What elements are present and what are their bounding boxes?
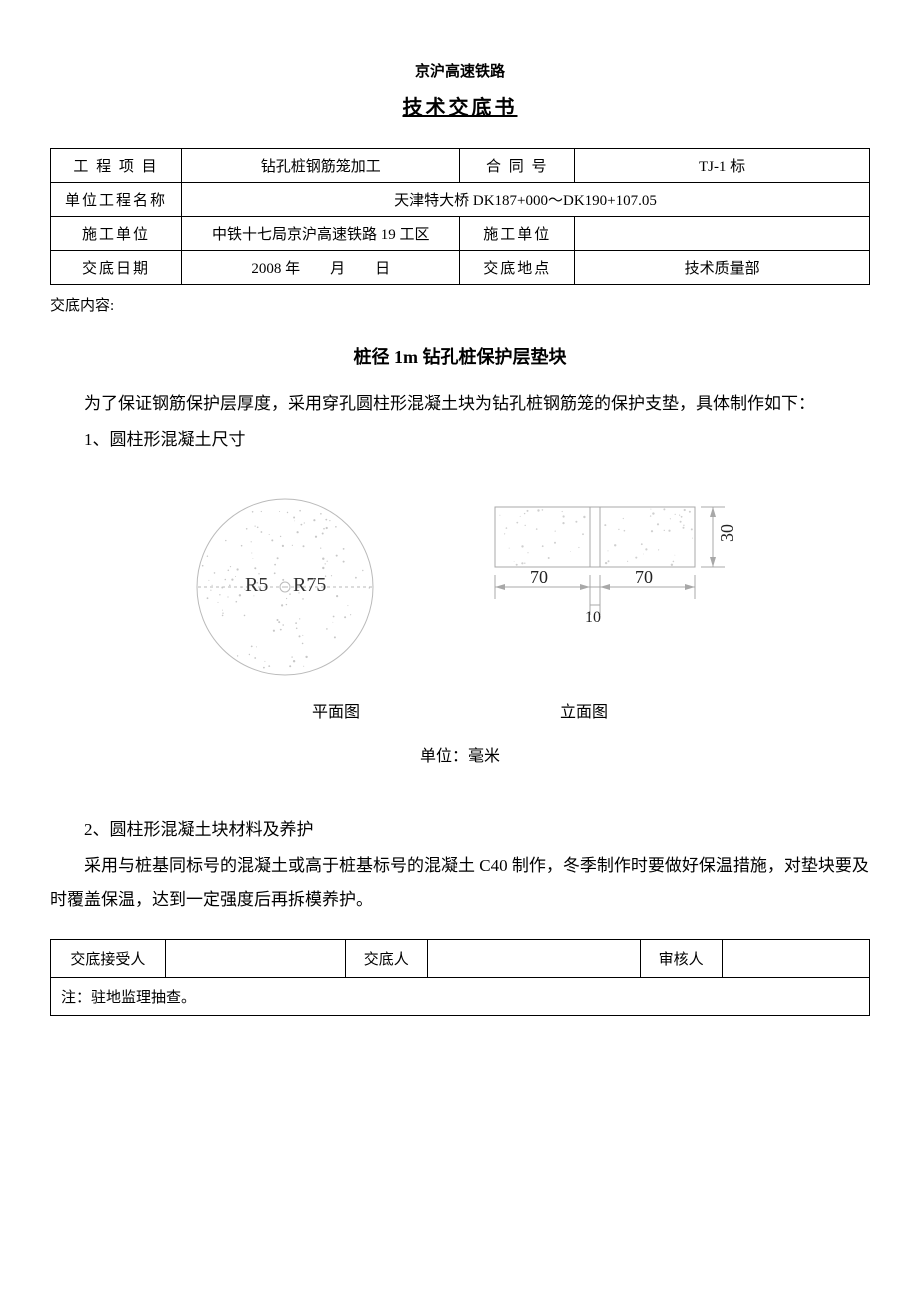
elev-dim-30: 30 (717, 524, 737, 542)
plan-caption: 平面图 (312, 697, 360, 729)
content-heading: 交底内容: (50, 291, 870, 321)
signoff-table: 交底接受人 交底人 审核人 (50, 939, 870, 978)
unit-line: 单位：毫米 (50, 741, 870, 773)
elevation-view-diagram: 70 70 10 30 (475, 487, 745, 647)
item-1: 1、圆柱形混凝土尺寸 (50, 423, 870, 457)
value-place: 技术质量部 (575, 251, 870, 285)
plan-r75-label: R75 (293, 574, 326, 596)
label-date: 交底日期 (51, 251, 182, 285)
paragraph-1: 为了保证钢筋保护层厚度，采用穿孔圆柱形混凝土块为钻孔桩钢筋笼的保护支垫，具体制作… (50, 387, 870, 421)
elev-dim-10: 10 (585, 609, 601, 626)
content-block: 交底内容: 桩径 1m 钻孔桩保护层垫块 为了保证钢筋保护层厚度，采用穿孔圆柱形… (50, 291, 870, 917)
label-project: 工 程 项 目 (51, 149, 182, 183)
paragraph-2: 采用与桩基同标号的混凝土或高于桩基标号的混凝土 C40 制作，冬季制作时要做好保… (50, 849, 870, 917)
value-reviewer (722, 940, 869, 978)
footer-note: 注：驻地监理抽查。 (50, 978, 870, 1016)
label-construction-unit2: 施工单位 (460, 217, 575, 251)
plan-view-diagram: R5 R75 (175, 487, 395, 687)
item-2: 2、圆柱形混凝土块材料及养护 (50, 813, 870, 847)
value-unit-project: 天津特大桥 DK187+000～DK190+107.05 (182, 183, 870, 217)
elevation-caption: 立面图 (560, 697, 608, 729)
diagram-row: R5 R75 70 70 10 (50, 487, 870, 687)
info-table: 工 程 项 目 钻孔桩钢筋笼加工 合 同 号 TJ-1 标 单位工程名称 天津特… (50, 148, 870, 285)
label-contract: 合 同 号 (460, 149, 575, 183)
label-unit-project: 单位工程名称 (51, 183, 182, 217)
value-project: 钻孔桩钢筋笼加工 (182, 149, 460, 183)
header-project-name: 京沪高速铁路 (50, 60, 870, 81)
label-place: 交底地点 (460, 251, 575, 285)
page-title: 技术交底书 (50, 91, 870, 120)
value-contract: TJ-1 标 (575, 149, 870, 183)
value-construction-unit2 (575, 217, 870, 251)
label-receiver: 交底接受人 (51, 940, 166, 978)
value-date: 2008 年 月 日 (182, 251, 460, 285)
plan-r5-label: R5 (245, 574, 268, 596)
label-discloser: 交底人 (345, 940, 427, 978)
label-construction-unit: 施工单位 (51, 217, 182, 251)
label-reviewer: 审核人 (640, 940, 722, 978)
section-title: 桩径 1m 钻孔桩保护层垫块 (50, 339, 870, 375)
value-discloser (427, 940, 640, 978)
value-receiver (165, 940, 345, 978)
value-construction-unit: 中铁十七局京沪高速铁路 19 工区 (182, 217, 460, 251)
elev-dim-70-left: 70 (530, 567, 548, 587)
elev-dim-70-right: 70 (635, 567, 653, 587)
